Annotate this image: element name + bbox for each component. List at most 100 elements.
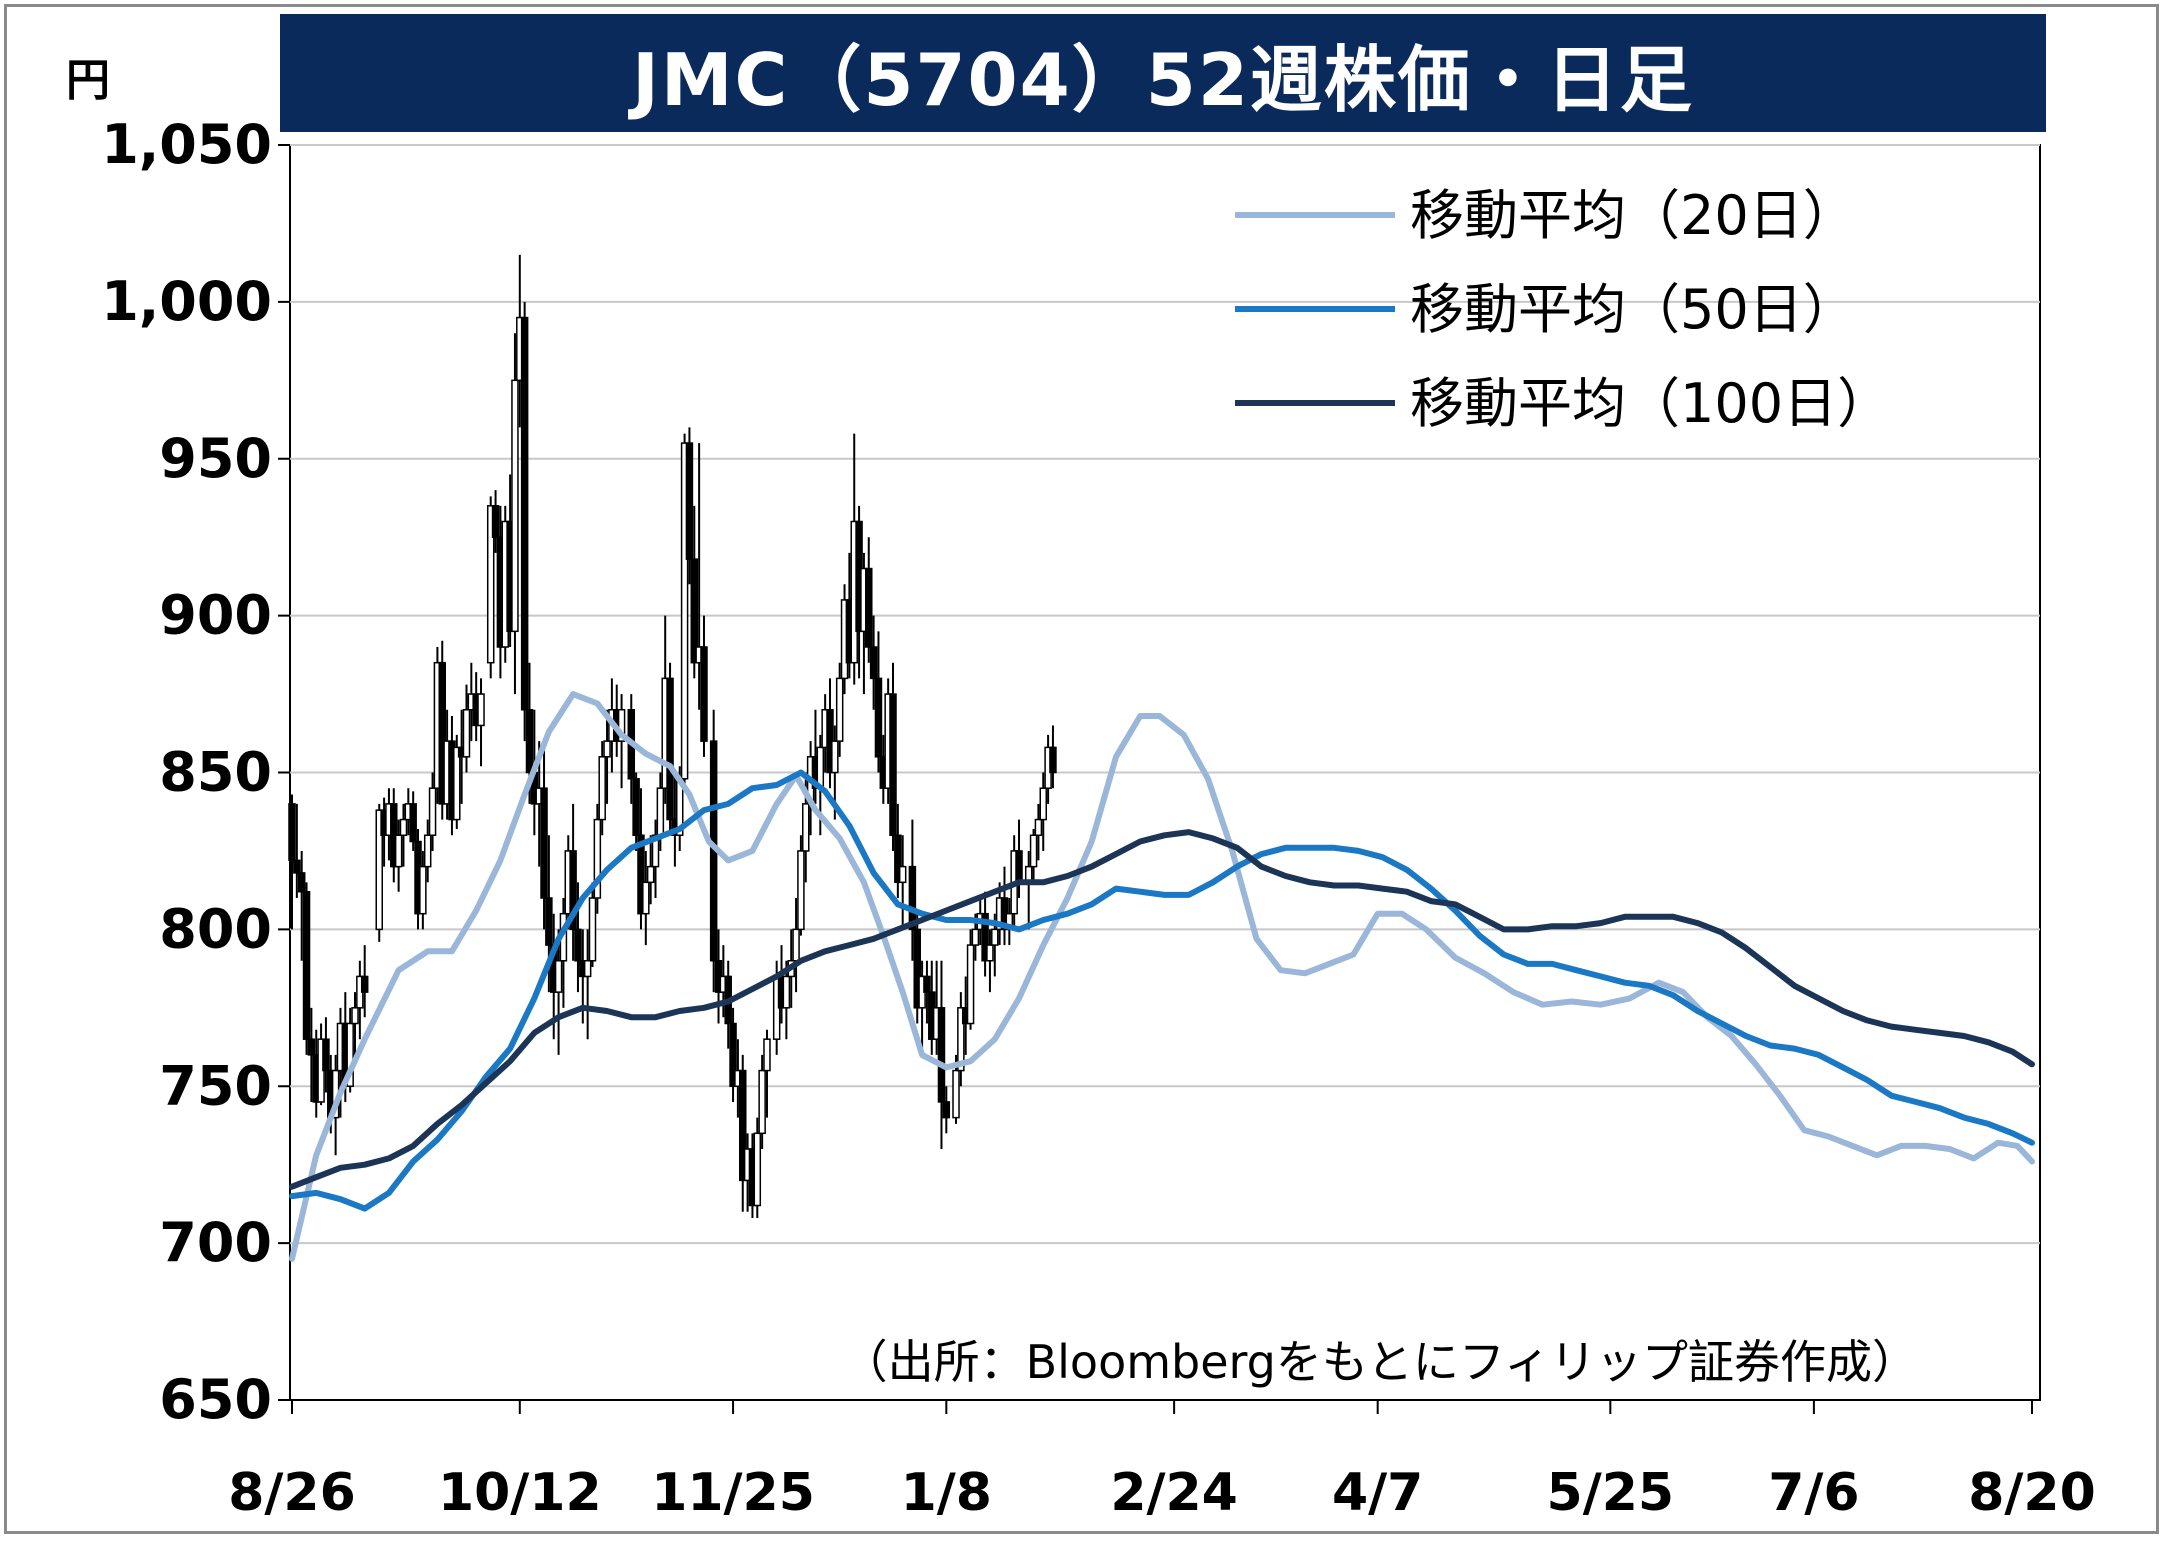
candle-body bbox=[656, 787, 665, 836]
candle bbox=[865, 537, 873, 663]
candle-body bbox=[685, 442, 694, 560]
candle-body bbox=[351, 1007, 359, 1025]
candle bbox=[739, 1054, 747, 1212]
candle bbox=[554, 929, 563, 1055]
candle-body bbox=[583, 960, 592, 978]
candle-body bbox=[486, 505, 495, 664]
y-tick-label: 800 bbox=[159, 897, 272, 960]
candle bbox=[438, 640, 447, 820]
candle-body bbox=[545, 897, 553, 946]
candle bbox=[394, 819, 403, 892]
candle bbox=[293, 803, 301, 898]
candle bbox=[462, 684, 471, 773]
candle bbox=[603, 709, 611, 804]
candle-body bbox=[540, 787, 548, 899]
candle-body bbox=[360, 975, 369, 993]
candle bbox=[690, 505, 699, 679]
x-tick-label: 2/24 bbox=[1110, 1463, 1238, 1523]
candle bbox=[617, 694, 626, 789]
candle-body bbox=[574, 928, 582, 962]
candle-body bbox=[816, 746, 825, 789]
y-unit-label: 円 bbox=[66, 55, 110, 106]
candle-body bbox=[603, 740, 611, 758]
candle bbox=[423, 819, 432, 883]
candle-body bbox=[753, 1132, 762, 1207]
candle-body bbox=[598, 756, 606, 821]
candle bbox=[966, 929, 975, 1030]
candle bbox=[913, 913, 921, 1024]
candle-body bbox=[646, 865, 655, 884]
candle-body bbox=[302, 890, 311, 1040]
title-banner: JMC（5704）52週株価・日足 bbox=[280, 14, 2046, 132]
candle bbox=[583, 929, 592, 1040]
candle bbox=[797, 835, 805, 936]
candle-body bbox=[423, 834, 432, 868]
candle bbox=[375, 803, 383, 942]
y-tick-label: 950 bbox=[159, 427, 272, 490]
candle-body bbox=[966, 944, 975, 1025]
candle bbox=[409, 791, 417, 851]
candle-body bbox=[739, 1069, 747, 1182]
candle-body bbox=[399, 818, 408, 836]
x-tick-label: 10/12 bbox=[438, 1463, 602, 1523]
candle-body bbox=[758, 1069, 766, 1135]
candle-body bbox=[898, 865, 907, 884]
candle-body bbox=[453, 746, 461, 821]
candle bbox=[486, 496, 495, 679]
candle bbox=[835, 662, 844, 757]
candle-body bbox=[477, 693, 485, 727]
candle bbox=[889, 662, 897, 851]
candle-body bbox=[889, 693, 897, 836]
x-tick-label: 7/6 bbox=[1768, 1463, 1859, 1523]
legend-label: 移動平均（50日） bbox=[1410, 278, 1857, 341]
candle-body bbox=[569, 850, 577, 931]
candle-body bbox=[637, 834, 645, 915]
candle-body bbox=[554, 960, 563, 993]
chart-title: JMC（5704）52週株価・日足 bbox=[632, 37, 1694, 122]
candle bbox=[360, 945, 369, 1018]
candle-body bbox=[913, 928, 921, 1009]
candle bbox=[1049, 725, 1057, 789]
candle bbox=[1039, 772, 1048, 851]
candle-body bbox=[923, 975, 931, 993]
candle-body bbox=[462, 709, 471, 758]
ma-line-3 bbox=[289, 829, 2035, 1190]
candle bbox=[307, 1007, 316, 1102]
candle bbox=[937, 960, 946, 1149]
ma-line-2 bbox=[289, 769, 2035, 1212]
candle-body bbox=[792, 928, 800, 962]
candle-body bbox=[491, 505, 500, 538]
candle-body bbox=[525, 709, 534, 774]
candle bbox=[763, 1029, 771, 1118]
candle-body bbox=[617, 709, 626, 742]
candle-body bbox=[763, 1038, 771, 1072]
x-tick-label: 8/20 bbox=[1968, 1463, 2096, 1523]
legend: 移動平均（20日） 移動平均（50日） 移動平均（100日） bbox=[1235, 184, 1891, 435]
candle-body bbox=[680, 442, 689, 780]
candle-body bbox=[428, 787, 437, 836]
candle-body bbox=[307, 1038, 316, 1056]
y-axis-ticks: 650 700 750 800 850 900 950 1,000 1,050 bbox=[101, 113, 290, 1431]
candle-body bbox=[642, 881, 650, 915]
candle-body bbox=[1015, 850, 1023, 884]
candle-body bbox=[288, 803, 296, 862]
candle-body bbox=[874, 677, 883, 758]
candle-body bbox=[991, 928, 999, 946]
candle bbox=[569, 803, 577, 961]
candle bbox=[511, 333, 519, 695]
legend-label: 移動平均（20日） bbox=[1410, 184, 1857, 247]
candle-body bbox=[1034, 818, 1043, 836]
candle bbox=[632, 772, 640, 851]
candle bbox=[642, 850, 650, 946]
legend-label: 移動平均（100日） bbox=[1410, 372, 1891, 435]
candle bbox=[593, 803, 602, 914]
y-tick-label: 850 bbox=[159, 741, 272, 804]
candle-body bbox=[797, 850, 805, 931]
x-tick-label: 1/8 bbox=[901, 1463, 992, 1523]
x-tick-label: 5/25 bbox=[1547, 1463, 1675, 1523]
y-tick-label: 900 bbox=[159, 584, 272, 647]
candle-body bbox=[1039, 787, 1048, 821]
candle bbox=[428, 772, 437, 851]
candle bbox=[322, 1017, 330, 1093]
